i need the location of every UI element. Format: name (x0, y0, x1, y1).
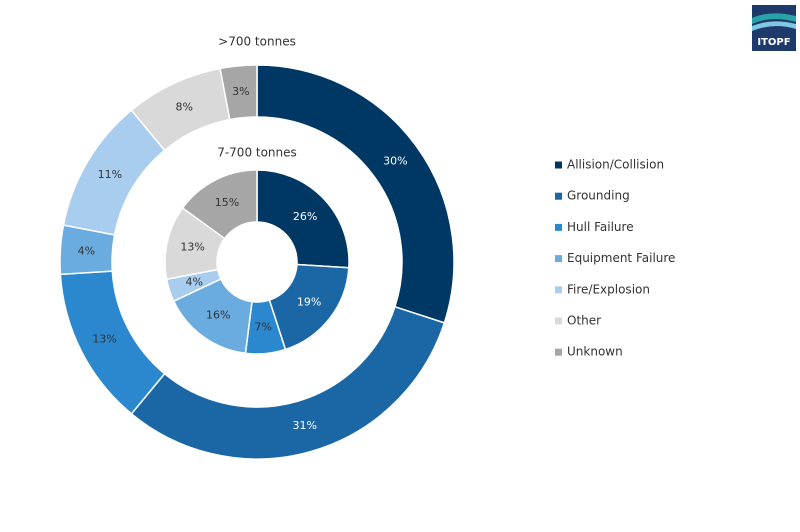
legend-swatch (555, 286, 562, 294)
legend-swatch (555, 317, 562, 325)
data-label: 3% (232, 85, 249, 98)
legend-label: Other (567, 314, 601, 328)
data-label: 4% (186, 275, 203, 288)
logo: ITOPF (752, 5, 796, 51)
data-label: 8% (175, 100, 192, 113)
legend-label: Grounding (567, 189, 630, 203)
data-label: 16% (206, 308, 230, 321)
legend-swatch (555, 192, 562, 200)
legend-swatch (555, 255, 562, 263)
legend-label: Unknown (567, 345, 623, 359)
data-label: 4% (78, 244, 95, 257)
data-label: 15% (215, 196, 239, 209)
pie-segment (256, 169, 350, 269)
legend-label: Equipment Failure (567, 251, 675, 265)
data-label: 13% (92, 333, 116, 346)
data-label: 7% (254, 321, 271, 334)
data-label: 13% (180, 241, 204, 254)
legend-swatch (555, 348, 562, 356)
pie-segment (181, 169, 258, 240)
legend-label: Allision/Collision (567, 158, 664, 172)
ring-title: 7-700 tonnes (217, 146, 297, 160)
logo-wave (752, 21, 796, 31)
data-label: 19% (297, 295, 321, 308)
logo-text: ITOPF (757, 37, 790, 48)
logo-wave (752, 13, 796, 24)
legend-swatch (555, 161, 562, 169)
data-label: 26% (293, 210, 317, 223)
ring-title: >700 tonnes (218, 35, 296, 49)
pie-segment (219, 64, 258, 121)
data-label: 11% (98, 168, 122, 181)
legend-label: Fire/Explosion (567, 282, 650, 296)
legend-label: Hull Failure (567, 220, 634, 234)
legend-swatch (555, 223, 562, 231)
data-label: 30% (383, 154, 407, 167)
data-label: 31% (292, 419, 316, 432)
